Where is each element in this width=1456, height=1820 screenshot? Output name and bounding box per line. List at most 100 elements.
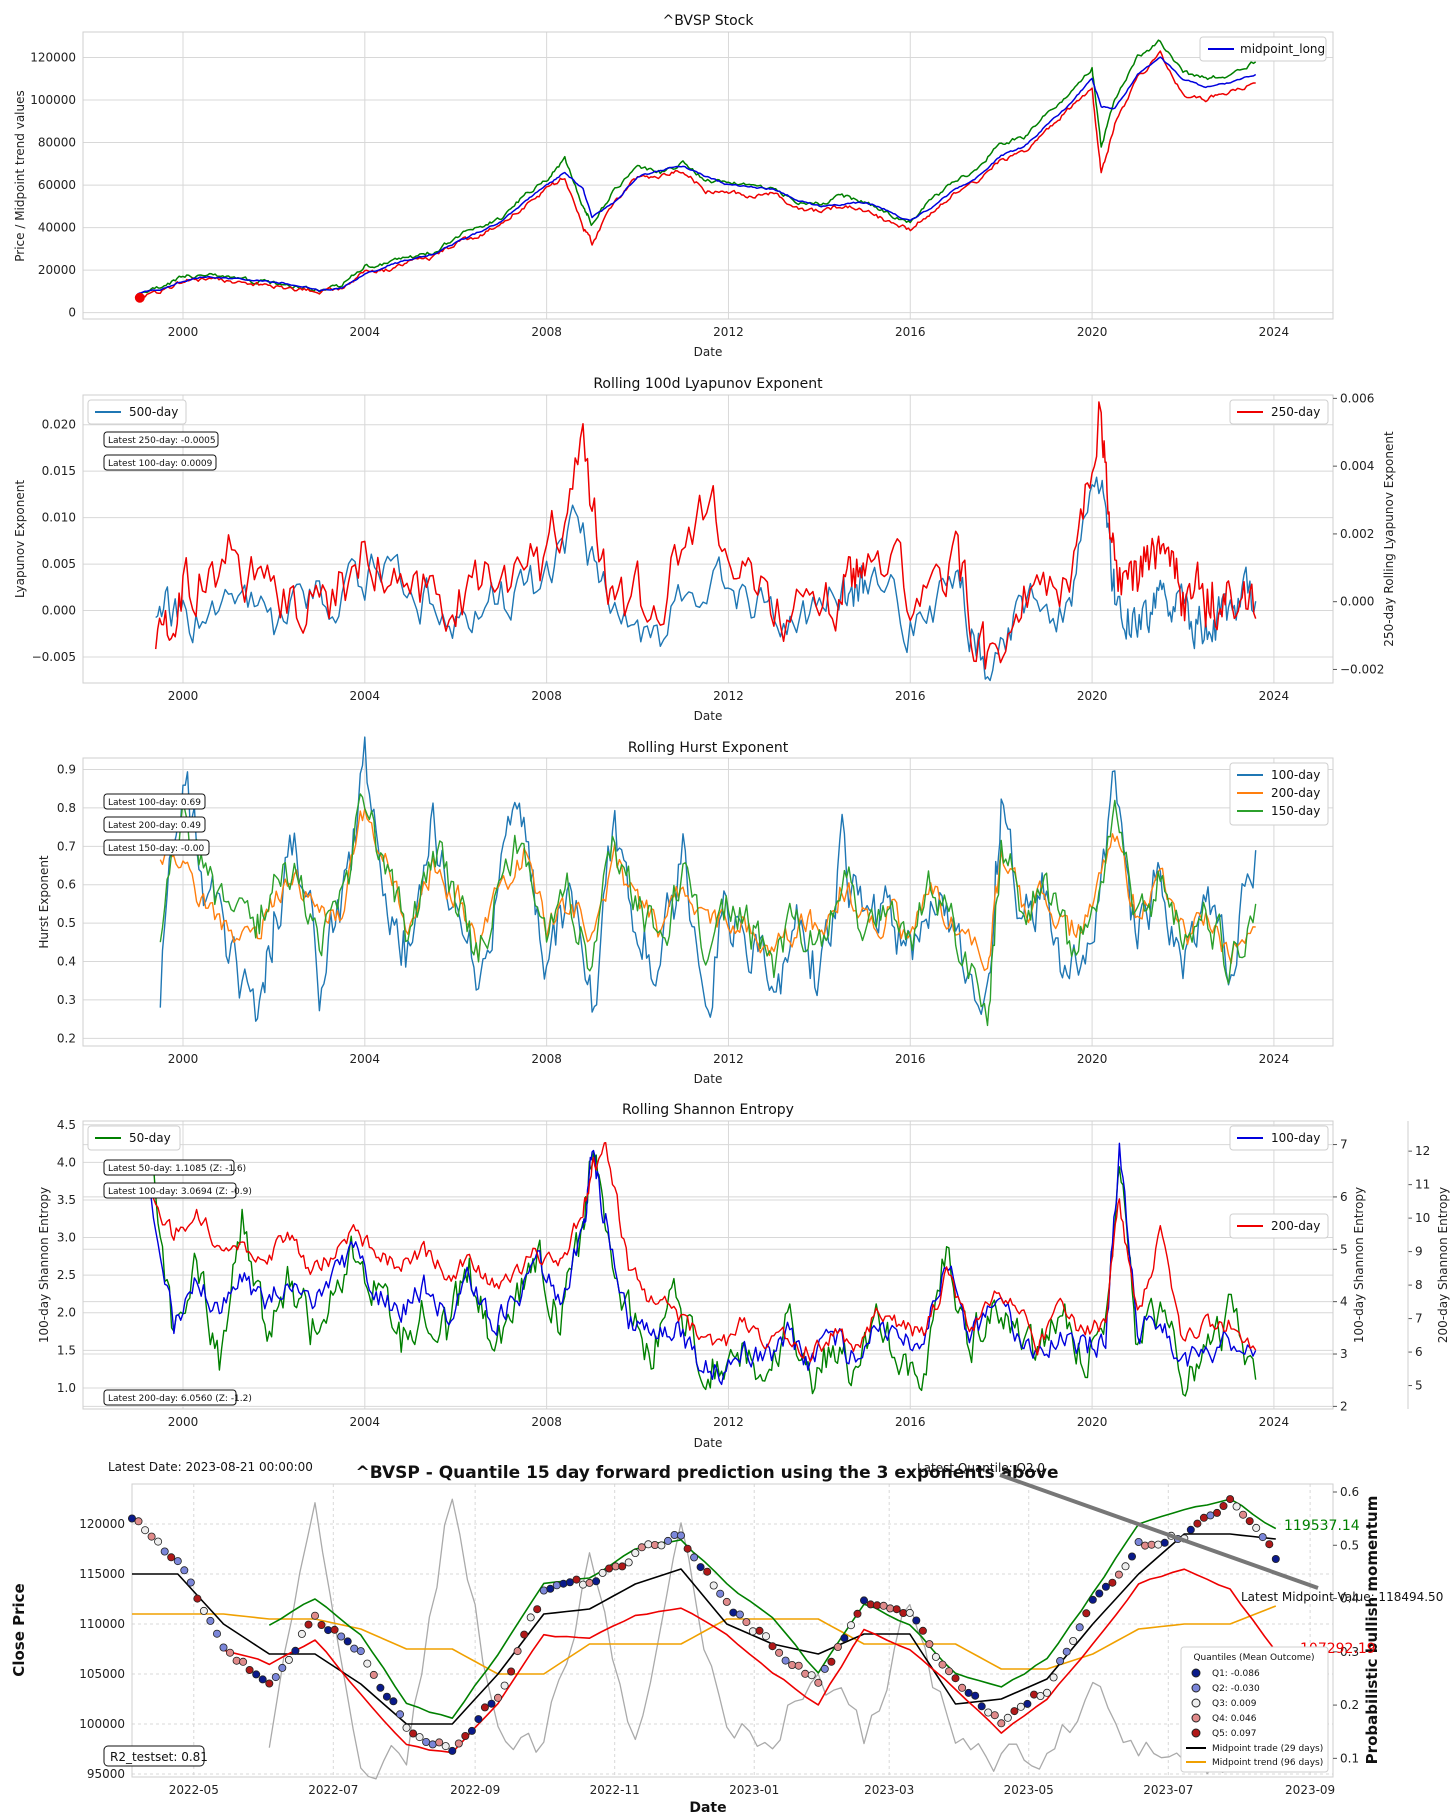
lyapunov-500-day-line xyxy=(155,476,1257,682)
close-price-point xyxy=(127,1514,136,1523)
legend-label-q3: Q3: 0.009 xyxy=(1212,1699,1257,1709)
y-tick-label: 0.4 xyxy=(57,955,76,969)
close-price-point xyxy=(925,1640,934,1649)
y-right-tick-label: 7 xyxy=(1340,1138,1348,1152)
hurst-100-day-line xyxy=(159,736,1257,1022)
legend-label-hurst-100: 100-day xyxy=(1271,768,1320,782)
close-price-point xyxy=(493,1693,502,1702)
y-right-tick-label: 0.5 xyxy=(1340,1538,1359,1552)
legend-label-midpoint-trade: Midpoint trade (29 days) xyxy=(1212,1744,1323,1754)
svg-text:Latest 100-day: 0.69: Latest 100-day: 0.69 xyxy=(108,798,201,808)
entropy-annotation-200: Latest 200-day: 6.0560 (Z: -1.2) xyxy=(103,1389,252,1406)
svg-text:Latest 100-day: 3.0694 (Z: -0.: Latest 100-day: 3.0694 (Z: -0.9) xyxy=(108,1187,252,1197)
close-price-point xyxy=(1154,1540,1163,1549)
close-price-point xyxy=(801,1669,810,1678)
close-price-point xyxy=(1226,1495,1235,1504)
close-price-point xyxy=(742,1618,751,1627)
close-price-point xyxy=(1101,1582,1110,1591)
close-price-point xyxy=(1095,1589,1104,1598)
close-price-point xyxy=(1023,1699,1032,1708)
entropy-y-label: 100-day Shannon Entropy xyxy=(37,1187,51,1343)
entropy-x-label: Date xyxy=(694,1436,723,1450)
x-tick-label: 2008 xyxy=(531,1052,562,1066)
close-price-point xyxy=(775,1648,784,1657)
entropy-chart-title: Rolling Shannon Entropy xyxy=(622,1102,794,1118)
y-tick-label: 0.2 xyxy=(57,1031,76,1045)
entropy-100-day-line xyxy=(150,1142,1257,1386)
close-price-point xyxy=(905,1608,914,1617)
y-right-tick-label: 12 xyxy=(1415,1144,1430,1158)
legend-label-hurst-150: 150-day xyxy=(1271,804,1320,818)
y-right-tick-label: 4 xyxy=(1340,1295,1348,1309)
close-price-point xyxy=(1271,1555,1280,1564)
close-price-point xyxy=(670,1531,679,1540)
close-price-point xyxy=(703,1567,712,1576)
y-tick-label: 0.6 xyxy=(57,878,76,892)
y-tick-label: 0.5 xyxy=(57,916,76,930)
close-price-point xyxy=(278,1663,287,1672)
close-price-point xyxy=(827,1657,836,1666)
y-right-tick-label: 6 xyxy=(1340,1190,1348,1204)
y-right-tick-label: 0.4 xyxy=(1340,1592,1359,1606)
close-price-point xyxy=(441,1742,450,1751)
close-price-point xyxy=(1245,1517,1254,1526)
close-price-point xyxy=(402,1723,411,1732)
entropy-legend-left: 50-day xyxy=(87,1125,181,1151)
legend-label-q4: Q4: 0.046 xyxy=(1212,1714,1257,1724)
close-price-point xyxy=(1082,1609,1091,1618)
close-price-point xyxy=(186,1578,195,1587)
quantile-legend: Quantiles (Mean Outcome) Q1: -0.086 Q2: … xyxy=(1180,1646,1329,1773)
close-price-point xyxy=(579,1580,588,1589)
y-tick-label: 0.020 xyxy=(42,418,76,432)
y-tick-label: 3.5 xyxy=(57,1193,76,1207)
stock-midpoint-long-line xyxy=(137,56,1257,295)
close-price-point xyxy=(1147,1540,1156,1549)
quantile-chart-title: ^BVSP - Quantile 15 day forward predicti… xyxy=(355,1463,1058,1483)
quantile-y-label: Close Price xyxy=(10,1583,28,1676)
close-price-point xyxy=(343,1637,352,1646)
entropy-annotation-50: Latest 50-day: 1.1085 (Z: -1.6) xyxy=(103,1159,246,1176)
close-price-point xyxy=(337,1632,346,1641)
y-tick-label: 0.000 xyxy=(42,604,76,618)
close-price-point xyxy=(507,1667,516,1676)
x-tick-label: 2022-05 xyxy=(169,1783,219,1797)
quantile-x-label: Date xyxy=(689,1800,726,1816)
close-price-point xyxy=(768,1642,777,1651)
close-price-point xyxy=(860,1596,869,1605)
y-tick-label: 0.3 xyxy=(57,993,76,1007)
close-price-point xyxy=(539,1586,548,1595)
close-price-point xyxy=(1056,1657,1065,1666)
lyapunov-legend-left: 500-day xyxy=(87,399,187,425)
close-price-point xyxy=(154,1537,163,1546)
close-price-point xyxy=(480,1703,489,1712)
legend-label-midpoint-long: midpoint_long xyxy=(1240,42,1325,56)
close-price-point xyxy=(762,1632,771,1641)
close-price-point xyxy=(415,1733,424,1742)
legend-label-500-day: 500-day xyxy=(129,405,178,419)
close-price-point xyxy=(1232,1502,1241,1511)
close-price-point xyxy=(1062,1647,1071,1656)
close-price-point xyxy=(748,1627,757,1636)
close-price-point xyxy=(565,1578,574,1587)
x-tick-label: 2024 xyxy=(1259,689,1290,703)
close-price-point xyxy=(677,1531,686,1540)
x-tick-label: 2000 xyxy=(168,1052,199,1066)
x-tick-label: 2012 xyxy=(713,325,744,339)
close-price-point xyxy=(990,1711,999,1720)
close-price-point xyxy=(350,1644,359,1653)
close-price-point xyxy=(533,1605,542,1614)
midpoint-trend-line xyxy=(132,1605,1277,1675)
lyapunov-legend-right: 250-day xyxy=(1229,399,1329,425)
svg-text:Latest 150-day: -0.00: Latest 150-day: -0.00 xyxy=(108,844,204,854)
close-price-point xyxy=(1193,1519,1202,1528)
close-price-point xyxy=(1036,1692,1045,1701)
latest-quantile-arrow xyxy=(999,1473,1319,1590)
close-price-point xyxy=(1213,1508,1222,1517)
close-price-point xyxy=(304,1620,313,1629)
hurst-x-label: Date xyxy=(694,1072,723,1086)
close-price-point xyxy=(1069,1637,1078,1646)
legend-marker-q5 xyxy=(1191,1728,1201,1738)
close-price-point xyxy=(258,1675,267,1684)
close-price-point xyxy=(219,1643,228,1652)
y-right-tick-label: 5 xyxy=(1340,1242,1348,1256)
